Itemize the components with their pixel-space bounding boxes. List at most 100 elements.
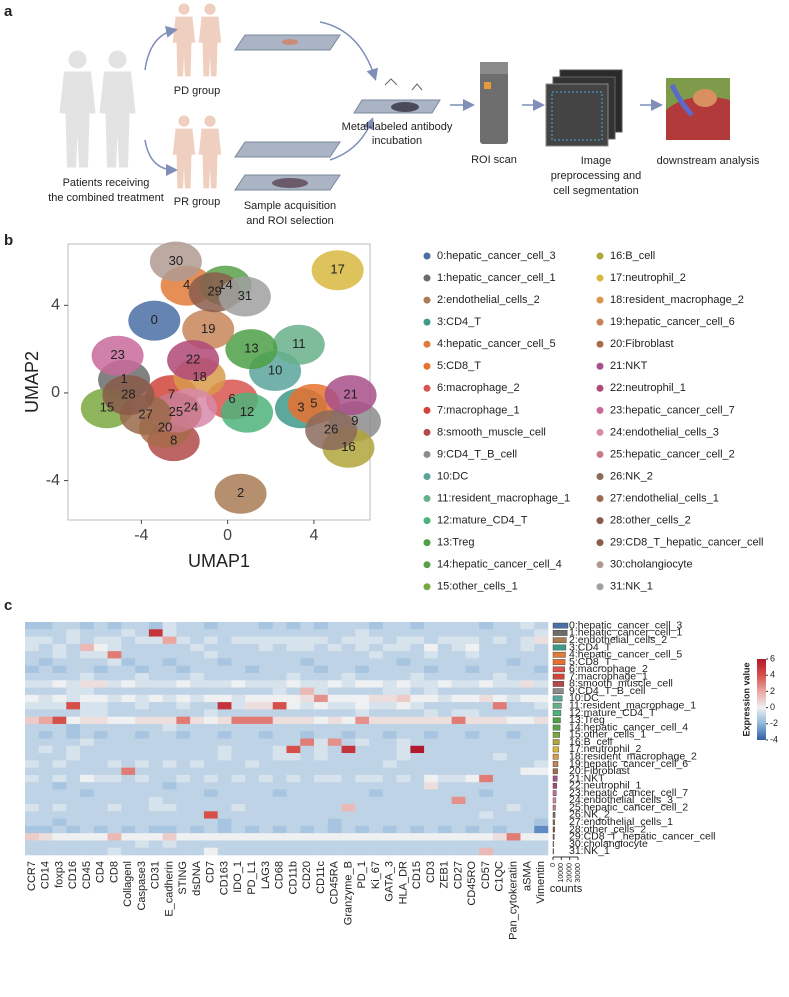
heatmap-cell	[287, 775, 301, 783]
legend-label: 16:B_cell	[610, 250, 655, 262]
heatmap-cell	[355, 848, 369, 856]
heatmap-cell	[259, 644, 273, 652]
heatmap-cell	[355, 658, 369, 666]
heatmap-cell	[479, 811, 493, 819]
heatmap-cell	[424, 746, 438, 754]
count-bar	[553, 638, 566, 643]
heatmap-cell	[108, 680, 122, 688]
heatmap-cell	[397, 702, 411, 710]
heatmap-cell	[369, 819, 383, 827]
heatmap-cell	[383, 695, 397, 703]
count-bar	[553, 659, 565, 664]
y-axis-title: UMAP2	[22, 351, 42, 413]
heatmap-cell	[410, 753, 424, 761]
heatmap-cell	[53, 695, 67, 703]
heatmap-cell	[245, 702, 259, 710]
heatmap-cell	[149, 775, 163, 783]
heatmap-cell	[80, 833, 94, 841]
cluster-label: 7	[168, 387, 175, 402]
heatmap-cell	[410, 848, 424, 856]
heatmap-cell	[424, 695, 438, 703]
heatmap-cell	[534, 695, 548, 703]
heatmap-cell	[465, 753, 479, 761]
heatmap-cell	[438, 782, 452, 790]
heatmap-cell	[66, 833, 80, 841]
heatmap-cell	[259, 731, 273, 739]
colorbar-tick-label: 0	[770, 702, 775, 712]
heatmap-cell	[108, 811, 122, 819]
heatmap-cell	[218, 775, 232, 783]
heatmap-cell	[493, 833, 507, 841]
heatmap-cell	[94, 760, 108, 768]
heatmap-cell	[355, 622, 369, 630]
heatmap-cell	[300, 768, 314, 776]
heatmap-cell	[204, 760, 218, 768]
heatmap-cell	[369, 724, 383, 732]
heatmap-cell	[534, 622, 548, 630]
step-label: Metal-labeled antibody	[342, 121, 453, 133]
heatmap-cell	[438, 775, 452, 783]
heatmap-cell	[176, 840, 190, 848]
heatmap-cell	[355, 651, 369, 659]
heatmap-cell	[66, 658, 80, 666]
heatmap-cell	[190, 768, 204, 776]
colorbar-tick-label: -4	[770, 734, 778, 744]
heatmap-cell	[465, 819, 479, 827]
legend-swatch	[597, 363, 604, 370]
heatmap-cell	[53, 688, 67, 696]
heatmap-cell	[66, 651, 80, 659]
heatmap-cell	[424, 702, 438, 710]
heatmap-cell	[507, 644, 521, 652]
heatmap-cell	[108, 782, 122, 790]
count-bar	[553, 834, 554, 839]
heatmap-cell	[438, 811, 452, 819]
heatmap-cell	[534, 753, 548, 761]
heatmap-cell	[53, 629, 67, 637]
heatmap-cell	[410, 622, 424, 630]
heatmap-cell	[507, 637, 521, 645]
heatmap-cell	[94, 811, 108, 819]
heatmap-cell	[231, 760, 245, 768]
heatmap-cell	[25, 753, 39, 761]
heatmap-cell	[108, 804, 122, 812]
heatmap-cell	[397, 760, 411, 768]
heatmap-cell	[314, 819, 328, 827]
heatmap-cell	[245, 789, 259, 797]
heatmap-cell	[438, 688, 452, 696]
heatmap-cell	[493, 673, 507, 681]
heatmap-cell	[479, 666, 493, 674]
heatmap-cell	[204, 622, 218, 630]
heatmap-cell	[314, 666, 328, 674]
heatmap-cell	[66, 804, 80, 812]
heatmap-cell	[39, 848, 53, 856]
heatmap-cell	[231, 651, 245, 659]
column-label: GATA_3	[384, 861, 396, 902]
heatmap-cell	[163, 658, 177, 666]
heatmap-cell	[424, 753, 438, 761]
count-bar	[553, 841, 554, 846]
heatmap-cell	[314, 695, 328, 703]
heatmap-cell	[300, 629, 314, 637]
heatmap-cell	[424, 731, 438, 739]
cluster-label: 27	[138, 406, 152, 421]
heatmap-cell	[149, 666, 163, 674]
count-bar	[553, 623, 568, 628]
heatmap-cell	[534, 811, 548, 819]
heatmap-cell	[231, 753, 245, 761]
image-stack	[546, 70, 622, 146]
legend-swatch	[597, 297, 604, 304]
heatmap-cell	[534, 680, 548, 688]
heatmap-cell	[438, 760, 452, 768]
legend-swatch	[424, 385, 431, 392]
heatmap-cell	[479, 622, 493, 630]
heatmap-cell	[135, 644, 149, 652]
heatmap-cell	[424, 688, 438, 696]
heatmap-cell	[149, 709, 163, 717]
count-bar	[553, 812, 555, 817]
heatmap-cell	[397, 782, 411, 790]
heatmap-cell	[163, 673, 177, 681]
heatmap-cell	[342, 826, 356, 834]
heatmap-cell	[94, 637, 108, 645]
cluster-label: 11	[292, 336, 306, 351]
column-label: dsDNA	[191, 860, 203, 896]
